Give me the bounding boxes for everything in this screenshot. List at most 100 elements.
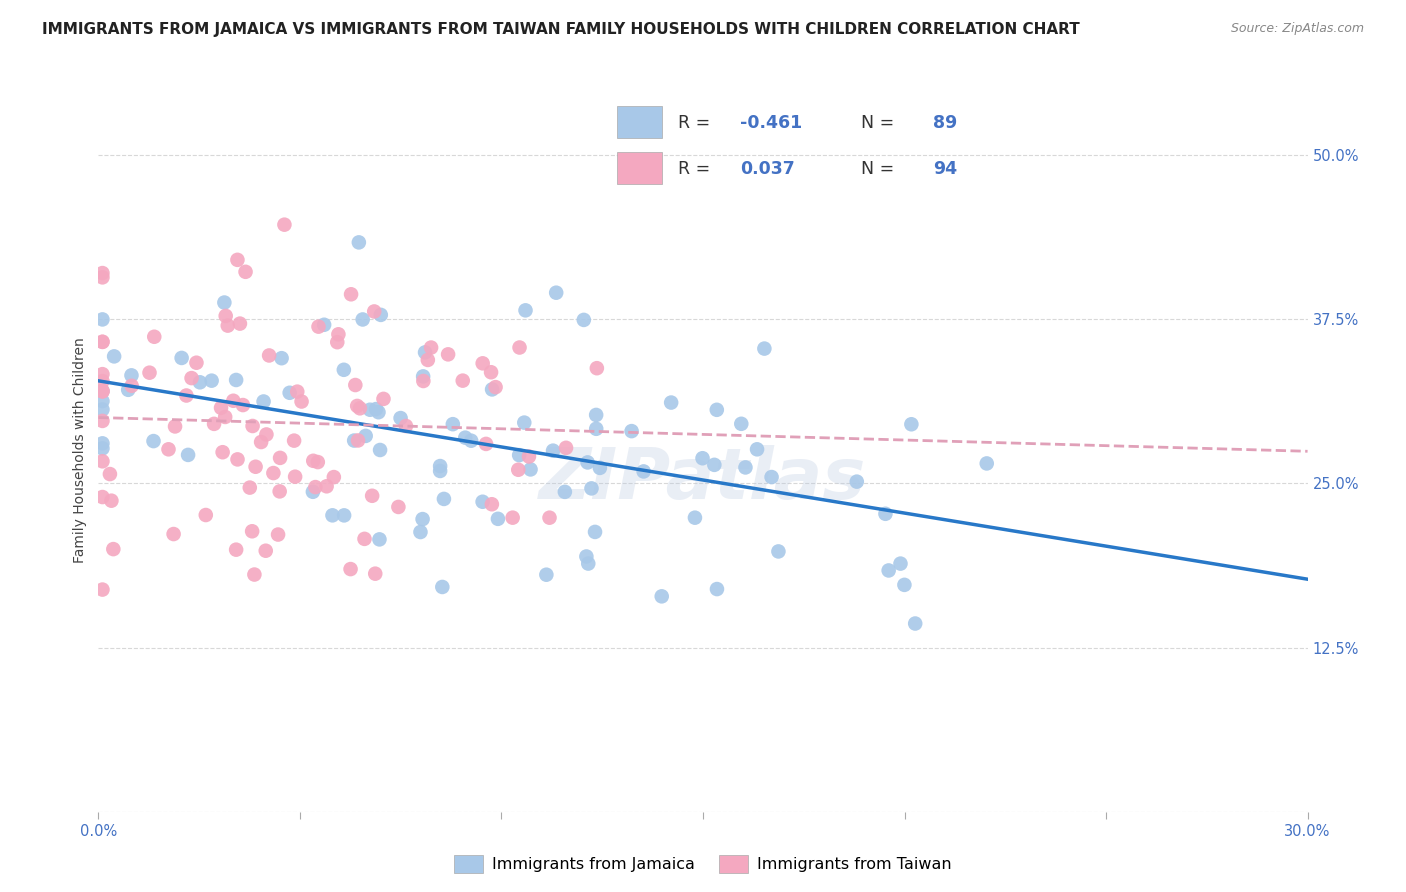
Point: [581, 482, 603, 496]
Point: [633, 465, 655, 479]
Point: [893, 578, 915, 592]
Point: [138, 366, 160, 380]
Point: [333, 363, 356, 377]
Point: [475, 437, 498, 451]
Point: [389, 411, 412, 425]
Point: [572, 313, 595, 327]
Point: [186, 356, 208, 370]
Point: [454, 431, 477, 445]
Point: [364, 566, 387, 581]
Point: [538, 510, 561, 524]
Point: [620, 424, 643, 438]
Point: [91, 490, 114, 504]
Point: [517, 450, 540, 464]
Point: [308, 319, 330, 334]
Point: [745, 442, 768, 457]
Point: [225, 542, 247, 557]
Point: [576, 557, 599, 571]
Point: [269, 484, 291, 499]
Point: [347, 235, 370, 250]
Point: [412, 374, 434, 388]
Point: [344, 378, 367, 392]
Point: [368, 442, 391, 457]
Point: [91, 384, 114, 399]
Point: [585, 408, 607, 422]
Point: [509, 341, 531, 355]
Point: [269, 450, 291, 465]
Point: [222, 393, 245, 408]
Text: ZIPatlas: ZIPatlas: [540, 445, 866, 514]
Point: [284, 469, 307, 483]
Point: [245, 459, 267, 474]
Point: [142, 434, 165, 448]
Point: [976, 457, 998, 471]
Point: [343, 434, 366, 448]
Point: [441, 417, 464, 432]
Point: [546, 285, 568, 300]
Point: [322, 470, 344, 484]
Point: [283, 434, 305, 448]
Point: [387, 500, 409, 514]
Point: [226, 452, 249, 467]
Point: [262, 466, 284, 480]
Point: [254, 543, 277, 558]
Point: [706, 402, 728, 417]
Point: [91, 270, 114, 285]
Point: [706, 582, 728, 596]
Point: [481, 497, 503, 511]
Point: [91, 334, 114, 349]
Point: [373, 392, 395, 406]
Point: [225, 373, 247, 387]
Point: [484, 380, 506, 394]
Point: [395, 419, 418, 434]
Point: [162, 527, 184, 541]
Y-axis label: Family Households with Children: Family Households with Children: [73, 337, 87, 564]
Point: [98, 467, 121, 481]
Point: [302, 484, 325, 499]
Point: [103, 350, 125, 364]
Point: [555, 441, 578, 455]
Point: [91, 442, 114, 456]
Point: [353, 532, 375, 546]
Point: [170, 351, 193, 365]
Point: [589, 461, 612, 475]
Point: [519, 462, 541, 476]
Point: [91, 374, 114, 388]
Point: [304, 480, 326, 494]
Point: [413, 345, 436, 359]
Point: [361, 489, 384, 503]
Point: [267, 527, 290, 541]
Point: [432, 580, 454, 594]
Point: [211, 445, 233, 459]
Point: [352, 312, 374, 326]
Point: [307, 455, 329, 469]
Point: [91, 582, 114, 597]
Point: [333, 508, 356, 523]
Point: [683, 510, 706, 524]
Point: [364, 402, 387, 417]
Point: [481, 383, 503, 397]
Point: [451, 374, 474, 388]
Point: [536, 567, 558, 582]
Point: [471, 495, 494, 509]
Point: [121, 379, 143, 393]
Point: [703, 458, 725, 472]
Point: [349, 401, 371, 416]
Point: [242, 419, 264, 434]
Point: [290, 394, 312, 409]
Point: [314, 318, 336, 332]
Point: [515, 303, 537, 318]
Point: [354, 429, 377, 443]
Point: [651, 590, 673, 604]
Point: [229, 317, 252, 331]
Point: [340, 287, 363, 301]
Point: [214, 295, 236, 310]
Point: [433, 491, 456, 506]
Point: [368, 533, 391, 547]
Point: [117, 383, 139, 397]
Point: [471, 356, 494, 370]
Point: [240, 524, 263, 539]
Point: [554, 484, 576, 499]
Point: [254, 427, 277, 442]
Point: [209, 401, 232, 415]
